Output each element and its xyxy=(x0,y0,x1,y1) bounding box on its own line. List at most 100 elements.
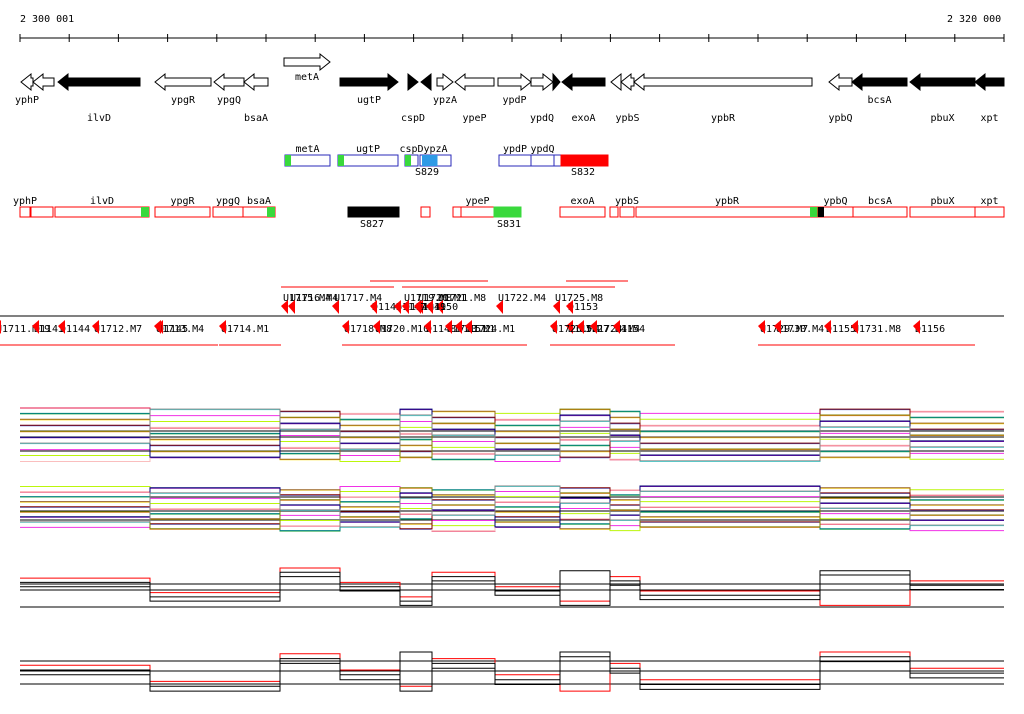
gene-arrow[interactable] xyxy=(851,72,908,92)
segment-label[interactable]: U1717.M4 xyxy=(334,293,382,304)
transcript-label: bcsA xyxy=(868,196,892,207)
transcript-label: bsaA xyxy=(247,196,271,207)
gene-arrow[interactable] xyxy=(633,72,813,92)
gene-arrow[interactable] xyxy=(57,72,141,92)
gene-arrow[interactable] xyxy=(243,72,269,92)
segment-label[interactable]: D1150 xyxy=(428,302,458,313)
gene-arrow[interactable] xyxy=(339,72,399,92)
transcript-box[interactable] xyxy=(19,206,31,218)
gene-arrow[interactable] xyxy=(620,72,635,92)
segment-label[interactable]: D1153 xyxy=(568,302,598,313)
segment-label[interactable]: D1147 xyxy=(396,302,426,313)
segment-label[interactable]: U1713.M4 xyxy=(156,324,204,335)
gene-label: ugtP xyxy=(357,95,381,106)
sregion-label: S832 xyxy=(571,167,595,178)
transcript-box[interactable] xyxy=(609,206,619,218)
segment-label[interactable]: D1148 xyxy=(426,324,456,335)
segment-label[interactable]: U1727.M4 xyxy=(579,324,627,335)
segment-label[interactable]: D1151 xyxy=(457,324,487,335)
segment-label[interactable]: U1718.M8 xyxy=(344,324,392,335)
transcript-label: ypzA xyxy=(423,144,447,155)
transcript-box[interactable] xyxy=(530,154,555,167)
segment-label[interactable]: U1719.M8 xyxy=(404,293,452,304)
gene-arrow[interactable] xyxy=(909,72,976,92)
gene-label: ypbQ xyxy=(828,113,852,124)
segment-label[interactable]: U1722.M4 xyxy=(498,293,546,304)
segment-label[interactable]: D1155 xyxy=(826,324,856,335)
segment-label[interactable]: D1154 xyxy=(615,324,645,335)
transcript-box[interactable] xyxy=(420,206,431,218)
transcript-box[interactable] xyxy=(493,206,522,218)
transcript-box[interactable] xyxy=(619,206,635,218)
gene-arrow[interactable] xyxy=(497,72,532,92)
segment-label[interactable]: U1711.M19 xyxy=(0,324,50,335)
segment-label[interactable]: U1724.M1 xyxy=(467,324,515,335)
transcript-box[interactable] xyxy=(460,206,495,218)
segment-label[interactable]: U1730.M4 xyxy=(776,324,824,335)
segment-label[interactable]: U1729.M7 xyxy=(760,324,808,335)
transcript-start-mark xyxy=(338,155,344,166)
transcript-label: ypgR xyxy=(170,196,195,207)
segment-label[interactable]: U1721.M8 xyxy=(438,293,486,304)
gene-label: ypdQ xyxy=(530,113,554,124)
gene-arrow[interactable] xyxy=(20,72,34,92)
segment-label[interactable]: D1146 xyxy=(372,302,402,313)
gene-arrow[interactable] xyxy=(420,72,432,92)
gene-arrow[interactable] xyxy=(454,72,495,92)
transcript-box[interactable] xyxy=(347,206,400,218)
transcript-box[interactable] xyxy=(212,206,244,218)
segment-label[interactable]: U1716.M4 xyxy=(290,293,338,304)
gene-arrow[interactable] xyxy=(213,72,245,92)
segment-label[interactable]: U1726.M4 xyxy=(552,324,600,335)
segment-label[interactable]: D1144 xyxy=(60,324,90,335)
segment-label[interactable]: U1725.M8 xyxy=(555,293,603,304)
transcript-box[interactable] xyxy=(909,206,976,218)
segment-label[interactable]: D1156 xyxy=(915,324,945,335)
segment-label[interactable]: U1731.M8 xyxy=(853,324,901,335)
gene-arrow[interactable] xyxy=(436,72,454,92)
segment-label[interactable]: U1715.M4 xyxy=(283,293,331,304)
segment-marker xyxy=(332,300,339,314)
gene-arrow[interactable] xyxy=(32,72,55,92)
gene-arrow[interactable] xyxy=(561,72,606,92)
segment-label[interactable]: D1143 xyxy=(34,324,64,335)
segment-marker xyxy=(58,320,65,334)
gene-arrow[interactable] xyxy=(974,72,1005,92)
transcript-box[interactable] xyxy=(498,154,532,167)
sregion-label: S831 xyxy=(497,219,521,230)
gene-arrow[interactable] xyxy=(828,72,853,92)
transcript-box[interactable] xyxy=(560,154,609,167)
segment-label[interactable]: U1712.M7 xyxy=(94,324,142,335)
transcript-box[interactable] xyxy=(154,206,211,218)
transcript-box[interactable] xyxy=(284,154,331,167)
segment-marker xyxy=(577,320,584,334)
transcript-box[interactable] xyxy=(452,206,462,218)
gene-arrow[interactable] xyxy=(154,72,212,92)
transcript-label: ugtP xyxy=(356,144,380,155)
gene-arrow[interactable] xyxy=(407,72,419,92)
gene-arrow[interactable] xyxy=(610,72,622,92)
gene-label: cspD xyxy=(401,113,425,124)
transcript-label: ypdQ xyxy=(530,144,554,155)
transcript-box[interactable] xyxy=(54,206,150,218)
segment-label[interactable]: U1720.M10 xyxy=(375,324,429,335)
transcript-box[interactable] xyxy=(974,206,1005,218)
profile-trace xyxy=(20,409,1004,462)
transcript-box[interactable] xyxy=(30,206,54,218)
segment-label[interactable]: U1720.M1 xyxy=(418,293,466,304)
transcript-box[interactable] xyxy=(553,154,562,167)
segment-marker xyxy=(436,300,443,314)
gene-label: ypbR xyxy=(711,113,736,124)
segment-label[interactable]: D1145 xyxy=(158,324,188,335)
gene-arrow[interactable] xyxy=(552,72,561,92)
gene-arrow[interactable] xyxy=(530,72,554,92)
transcript-box[interactable] xyxy=(852,206,908,218)
transcript-box[interactable] xyxy=(559,206,606,218)
segment-label[interactable]: U1714.M1 xyxy=(221,324,269,335)
transcript-box[interactable] xyxy=(635,206,819,218)
transcript-box[interactable] xyxy=(337,154,399,167)
gene-arrow[interactable] xyxy=(283,52,331,72)
transcript-label: yphP xyxy=(13,196,37,207)
gene-label: bsaA xyxy=(244,113,268,124)
ruler-ticks xyxy=(19,34,1005,42)
